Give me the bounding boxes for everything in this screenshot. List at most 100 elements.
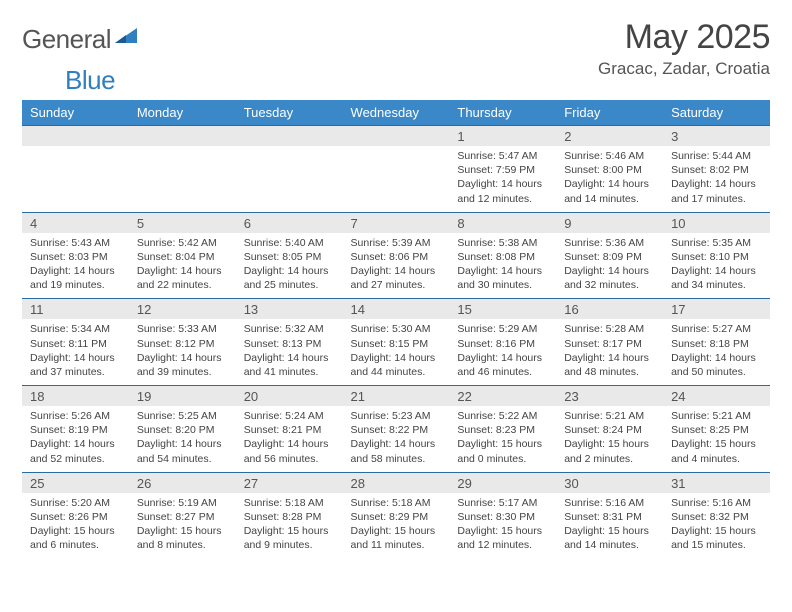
weekday-header: Saturday (663, 100, 770, 126)
day-content-cell: Sunrise: 5:39 AMSunset: 8:06 PMDaylight:… (343, 233, 450, 299)
daylight-text: Daylight: 15 hours and 15 minutes. (671, 524, 762, 552)
daylight-text: Daylight: 14 hours and 56 minutes. (244, 437, 335, 465)
day-content-row: Sunrise: 5:20 AMSunset: 8:26 PMDaylight:… (22, 493, 770, 559)
sunrise-text: Sunrise: 5:22 AM (457, 409, 548, 423)
day-number-cell: 6 (236, 212, 343, 233)
day-content-cell: Sunrise: 5:33 AMSunset: 8:12 PMDaylight:… (129, 319, 236, 385)
sunrise-text: Sunrise: 5:26 AM (30, 409, 121, 423)
daylight-text: Daylight: 14 hours and 25 minutes. (244, 264, 335, 292)
daylight-text: Daylight: 14 hours and 27 minutes. (351, 264, 442, 292)
day-number-cell: 27 (236, 472, 343, 493)
day-content-cell: Sunrise: 5:44 AMSunset: 8:02 PMDaylight:… (663, 146, 770, 212)
day-content-cell: Sunrise: 5:36 AMSunset: 8:09 PMDaylight:… (556, 233, 663, 299)
day-number-row: 11121314151617 (22, 299, 770, 320)
day-content-cell: Sunrise: 5:30 AMSunset: 8:15 PMDaylight:… (343, 319, 450, 385)
sunrise-text: Sunrise: 5:44 AM (671, 149, 762, 163)
sunset-text: Sunset: 8:21 PM (244, 423, 335, 437)
day-number-row: 18192021222324 (22, 386, 770, 407)
sunset-text: Sunset: 8:23 PM (457, 423, 548, 437)
calendar-page: General May 2025 Gracac, Zadar, Croatia … (0, 0, 792, 612)
day-content-cell (343, 146, 450, 212)
day-content-cell: Sunrise: 5:23 AMSunset: 8:22 PMDaylight:… (343, 406, 450, 472)
day-number-cell: 3 (663, 126, 770, 147)
day-number-cell: 12 (129, 299, 236, 320)
day-number-cell: 17 (663, 299, 770, 320)
weekday-header: Wednesday (343, 100, 450, 126)
sunrise-text: Sunrise: 5:32 AM (244, 322, 335, 336)
day-number-cell: 14 (343, 299, 450, 320)
day-content-cell: Sunrise: 5:18 AMSunset: 8:28 PMDaylight:… (236, 493, 343, 559)
daylight-text: Daylight: 15 hours and 6 minutes. (30, 524, 121, 552)
sunset-text: Sunset: 8:05 PM (244, 250, 335, 264)
daylight-text: Daylight: 14 hours and 48 minutes. (564, 351, 655, 379)
sunrise-text: Sunrise: 5:38 AM (457, 236, 548, 250)
daylight-text: Daylight: 15 hours and 8 minutes. (137, 524, 228, 552)
daylight-text: Daylight: 15 hours and 11 minutes. (351, 524, 442, 552)
sunset-text: Sunset: 8:30 PM (457, 510, 548, 524)
daylight-text: Daylight: 15 hours and 4 minutes. (671, 437, 762, 465)
day-content-cell: Sunrise: 5:38 AMSunset: 8:08 PMDaylight:… (449, 233, 556, 299)
daylight-text: Daylight: 14 hours and 22 minutes. (137, 264, 228, 292)
calendar-table: Sunday Monday Tuesday Wednesday Thursday… (22, 100, 770, 558)
day-content-cell: Sunrise: 5:16 AMSunset: 8:31 PMDaylight:… (556, 493, 663, 559)
day-number-cell: 21 (343, 386, 450, 407)
month-title: May 2025 (598, 18, 770, 57)
daylight-text: Daylight: 15 hours and 0 minutes. (457, 437, 548, 465)
day-number-cell: 15 (449, 299, 556, 320)
day-number-cell: 28 (343, 472, 450, 493)
daylight-text: Daylight: 14 hours and 58 minutes. (351, 437, 442, 465)
day-content-cell: Sunrise: 5:24 AMSunset: 8:21 PMDaylight:… (236, 406, 343, 472)
sunrise-text: Sunrise: 5:16 AM (671, 496, 762, 510)
day-content-cell: Sunrise: 5:21 AMSunset: 8:25 PMDaylight:… (663, 406, 770, 472)
day-content-cell: Sunrise: 5:34 AMSunset: 8:11 PMDaylight:… (22, 319, 129, 385)
sunset-text: Sunset: 8:00 PM (564, 163, 655, 177)
daylight-text: Daylight: 15 hours and 2 minutes. (564, 437, 655, 465)
sunrise-text: Sunrise: 5:36 AM (564, 236, 655, 250)
day-content-cell: Sunrise: 5:29 AMSunset: 8:16 PMDaylight:… (449, 319, 556, 385)
sunrise-text: Sunrise: 5:16 AM (564, 496, 655, 510)
weekday-header: Monday (129, 100, 236, 126)
weekday-header: Thursday (449, 100, 556, 126)
sunrise-text: Sunrise: 5:18 AM (351, 496, 442, 510)
day-number-row: 123 (22, 126, 770, 147)
day-number-cell: 11 (22, 299, 129, 320)
day-content-cell: Sunrise: 5:47 AMSunset: 7:59 PMDaylight:… (449, 146, 556, 212)
sunrise-text: Sunrise: 5:39 AM (351, 236, 442, 250)
day-content-cell: Sunrise: 5:43 AMSunset: 8:03 PMDaylight:… (22, 233, 129, 299)
sunset-text: Sunset: 8:15 PM (351, 337, 442, 351)
sunrise-text: Sunrise: 5:28 AM (564, 322, 655, 336)
day-number-cell: 4 (22, 212, 129, 233)
sunset-text: Sunset: 8:24 PM (564, 423, 655, 437)
sunrise-text: Sunrise: 5:19 AM (137, 496, 228, 510)
sunrise-text: Sunrise: 5:34 AM (30, 322, 121, 336)
sunrise-text: Sunrise: 5:20 AM (30, 496, 121, 510)
day-content-row: Sunrise: 5:47 AMSunset: 7:59 PMDaylight:… (22, 146, 770, 212)
day-number-cell (129, 126, 236, 147)
day-content-row: Sunrise: 5:34 AMSunset: 8:11 PMDaylight:… (22, 319, 770, 385)
brand-text-1: General (22, 24, 111, 55)
sunset-text: Sunset: 8:32 PM (671, 510, 762, 524)
sunset-text: Sunset: 8:17 PM (564, 337, 655, 351)
sunset-text: Sunset: 8:13 PM (244, 337, 335, 351)
day-content-cell: Sunrise: 5:20 AMSunset: 8:26 PMDaylight:… (22, 493, 129, 559)
sunset-text: Sunset: 8:27 PM (137, 510, 228, 524)
weekday-header: Friday (556, 100, 663, 126)
daylight-text: Daylight: 14 hours and 46 minutes. (457, 351, 548, 379)
sunrise-text: Sunrise: 5:33 AM (137, 322, 228, 336)
daylight-text: Daylight: 15 hours and 9 minutes. (244, 524, 335, 552)
weekday-header: Tuesday (236, 100, 343, 126)
day-number-row: 25262728293031 (22, 472, 770, 493)
sunrise-text: Sunrise: 5:40 AM (244, 236, 335, 250)
daylight-text: Daylight: 14 hours and 17 minutes. (671, 177, 762, 205)
brand-triangle-icon (115, 28, 137, 51)
day-content-cell: Sunrise: 5:18 AMSunset: 8:29 PMDaylight:… (343, 493, 450, 559)
daylight-text: Daylight: 15 hours and 12 minutes. (457, 524, 548, 552)
day-content-cell: Sunrise: 5:35 AMSunset: 8:10 PMDaylight:… (663, 233, 770, 299)
day-content-cell (236, 146, 343, 212)
sunset-text: Sunset: 8:31 PM (564, 510, 655, 524)
sunrise-text: Sunrise: 5:46 AM (564, 149, 655, 163)
sunset-text: Sunset: 8:26 PM (30, 510, 121, 524)
day-content-cell: Sunrise: 5:22 AMSunset: 8:23 PMDaylight:… (449, 406, 556, 472)
daylight-text: Daylight: 14 hours and 14 minutes. (564, 177, 655, 205)
sunset-text: Sunset: 8:18 PM (671, 337, 762, 351)
